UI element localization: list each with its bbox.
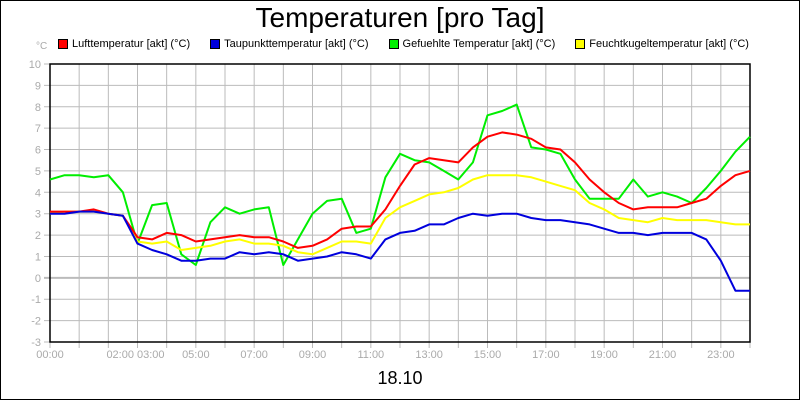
y-tick-label: 8 — [35, 102, 41, 114]
x-tick-label: 11:00 — [357, 349, 384, 361]
y-tick-label: 6 — [35, 145, 41, 157]
chart-legend: Lufttemperatur [akt] (°C) Taupunkttempera… — [58, 38, 769, 50]
y-tick-label: -1 — [31, 294, 41, 306]
x-tick-label: 23:00 — [707, 349, 735, 361]
y-tick-label: 5 — [35, 166, 41, 178]
legend-item: Gefuehlte Temperatur [akt] (°C) — [388, 38, 556, 50]
x-tick-label: 07:00 — [240, 349, 268, 361]
series-line — [50, 131, 751, 249]
y-tick-label: 9 — [35, 80, 41, 92]
legend-label: Gefuehlte Temperatur [akt] (°C) — [402, 38, 556, 50]
y-tick-label: -3 — [31, 337, 41, 349]
y-tick-label: -2 — [31, 316, 41, 328]
legend-label: Taupunkttemperatur [akt] (°C) — [224, 38, 369, 50]
x-tick-label: 09:00 — [299, 349, 327, 361]
x-tick-label: 05:00 — [182, 349, 210, 361]
y-axis-unit: °C — [36, 41, 48, 52]
legend-swatch — [58, 39, 68, 49]
legend-item: Taupunkttemperatur [akt] (°C) — [210, 38, 369, 50]
legend-item: Feuchtkugeltemperatur [akt] (°C) — [575, 38, 749, 50]
x-tick-label: 15:00 — [474, 349, 502, 361]
x-tick-label: 17:00 — [532, 349, 560, 361]
y-tick-label: 3 — [35, 209, 41, 221]
y-tick-label: 4 — [35, 187, 41, 199]
x-tick-label: 00:00 — [36, 349, 64, 361]
legend-swatch — [575, 39, 586, 49]
legend-label: Feuchtkugeltemperatur [akt] (°C) — [589, 38, 749, 50]
y-tick-label: 7 — [35, 123, 41, 135]
series-line — [49, 174, 750, 256]
y-tick-label: 1 — [35, 251, 41, 263]
legend-swatch — [210, 39, 221, 49]
x-tick-label: 02:00 03:00 — [106, 349, 164, 361]
chart-title: Temperaturen [pro Tag] — [255, 2, 545, 33]
y-tick-label: 0 — [35, 273, 41, 285]
x-tick-label: 13:00 — [415, 349, 443, 361]
legend-item: Lufttemperatur [akt] (°C) — [58, 38, 190, 50]
series-line — [50, 210, 750, 292]
x-axis-date-label: 18.10 — [377, 368, 423, 388]
y-tick-label: 2 — [35, 230, 41, 242]
x-tick-label: 21:00 — [649, 349, 677, 361]
legend-swatch — [388, 39, 399, 49]
x-tick-label: 19:00 — [590, 349, 618, 361]
legend-label: Lufttemperatur [akt] (°C) — [72, 38, 191, 50]
series-line — [49, 103, 751, 266]
y-tick-label: 10 — [29, 59, 41, 71]
